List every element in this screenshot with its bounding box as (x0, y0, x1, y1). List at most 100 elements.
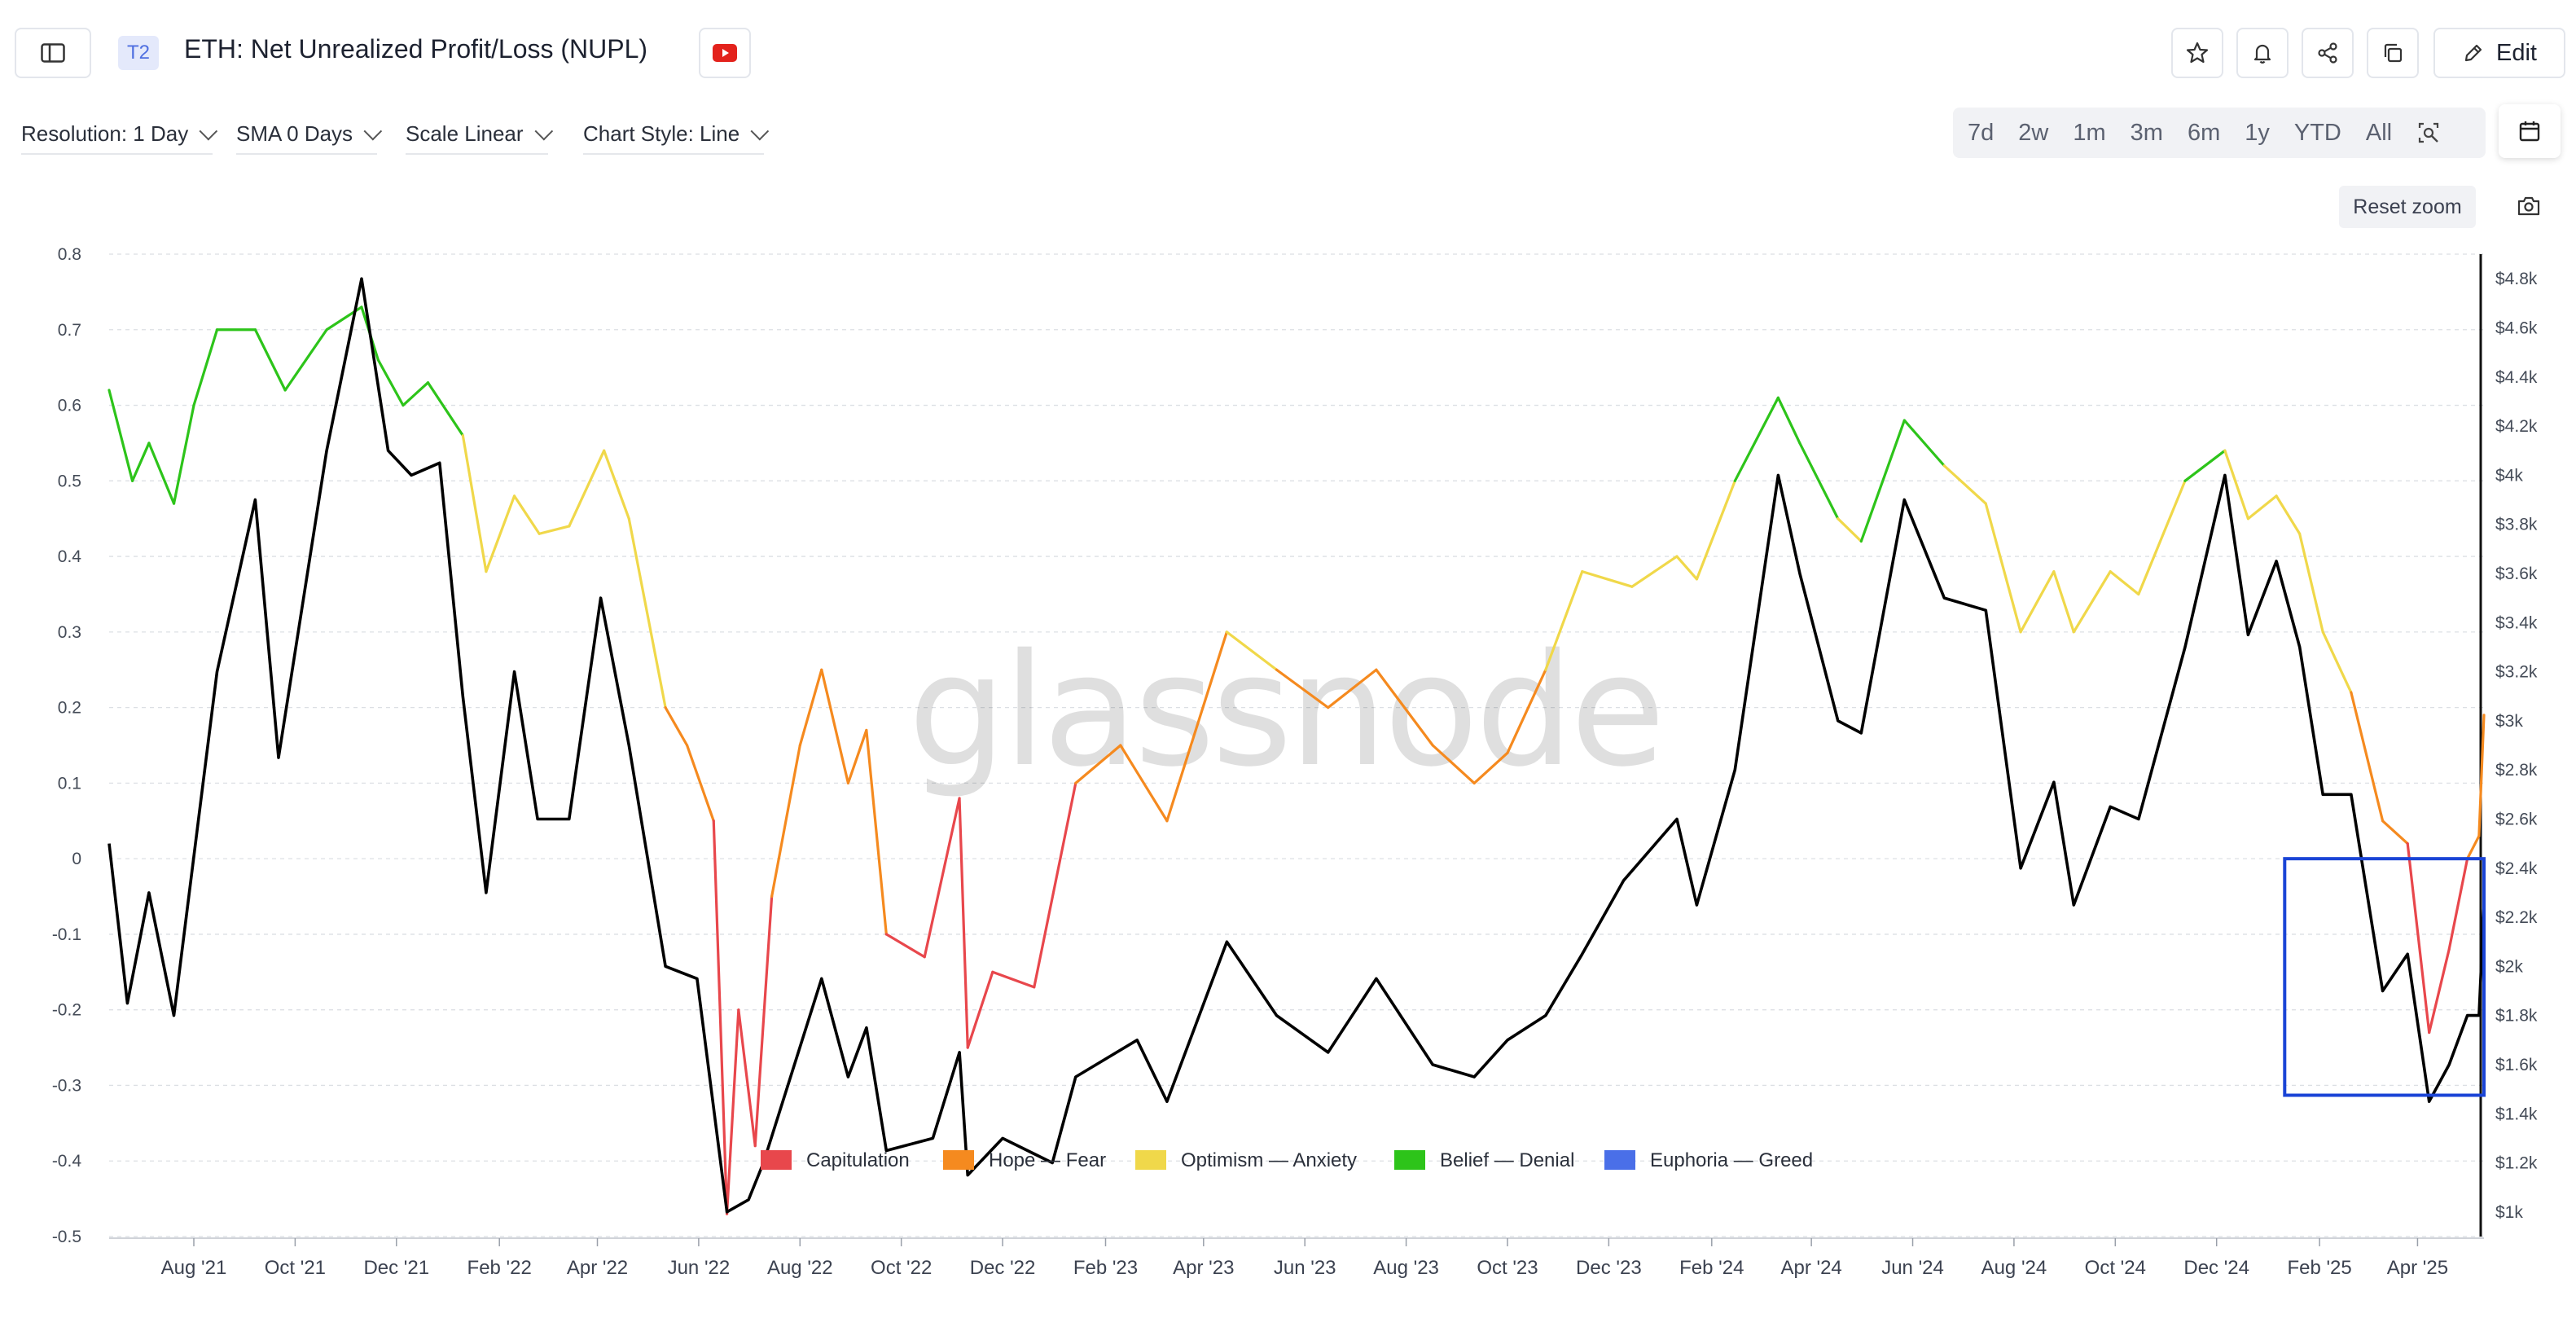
camera-icon[interactable] (2517, 196, 2541, 217)
left-tick-label: 0.8 (58, 245, 81, 264)
nupl-segment (1581, 570, 1634, 588)
right-axis: $4.8k $4.6k $4.4k $4.2k $4k $3.8k $3.6k $3.4k $3… (2479, 254, 2538, 1237)
range-all[interactable]: All (2365, 119, 2393, 146)
range-1m[interactable]: 1m (2073, 119, 2106, 146)
watermark: glassnode (908, 621, 1662, 801)
right-tick-label: $2.8k (2495, 761, 2538, 780)
right-tick-label: $2.6k (2495, 810, 2538, 828)
nupl-segment (1119, 744, 1169, 823)
right-tick-label: $2.2k (2495, 908, 2538, 927)
nupl-segment (512, 494, 541, 535)
nupl-segment (2381, 819, 2409, 846)
left-tick-label: 0.1 (58, 774, 81, 793)
nupl-segment (2223, 449, 2250, 521)
range-2w[interactable]: 2w (2018, 119, 2049, 146)
bell-icon (2250, 41, 2275, 65)
x-tick-label: Feb '24 (1679, 1257, 1744, 1279)
range-3m[interactable]: 3m (2130, 119, 2163, 146)
x-tick-label: Apr '25 (2387, 1257, 2448, 1279)
edit-button[interactable]: Edit (2433, 28, 2565, 78)
right-tick-label: $3.6k (2495, 565, 2538, 583)
nupl-segment (737, 1008, 757, 1148)
x-tick-label: Jun '22 (668, 1257, 731, 1279)
chevron-down-icon (199, 121, 218, 141)
reset-zoom-button[interactable]: Reset zoom (2339, 186, 2476, 228)
annotations (2283, 857, 2486, 1097)
nupl-segment (2477, 714, 2486, 837)
scale-dropdown[interactable]: Scale Linear (406, 117, 553, 155)
nupl-segment (1675, 555, 1699, 581)
legend-swatch (761, 1150, 792, 1170)
nupl-segment (1837, 517, 1863, 543)
x-tick-label: Apr '24 (1780, 1257, 1841, 1279)
favorite-button[interactable] (2171, 28, 2223, 78)
nupl-segment (686, 744, 715, 823)
nupl-segment (725, 1008, 740, 1215)
nupl-segment (1859, 419, 1906, 543)
nupl-segment (2428, 947, 2451, 1035)
legend-swatch (1135, 1150, 1166, 1170)
right-tick-label: $2k (2495, 957, 2523, 976)
nupl-segment (568, 449, 606, 528)
x-axis: Aug '21 Oct '21 Dec '21 Feb '22 Apr '22 Jun '… (109, 1237, 2484, 1279)
nupl-segment (1375, 668, 1434, 747)
nupl-chart[interactable]: glassnode 0.8 0.7 0.6 0.5 0.4 0.3 0.2 0.1 0 -0.1 -… (0, 228, 2576, 1318)
sidebar-toggle-button[interactable] (15, 28, 91, 78)
range-1y[interactable]: 1y (2245, 119, 2270, 146)
nupl-segment (2275, 494, 2302, 535)
nupl-segment (402, 381, 430, 407)
right-tick-label: $4.2k (2495, 417, 2538, 436)
right-tick-label: $1.2k (2495, 1154, 2538, 1173)
right-tick-label: $1k (2495, 1203, 2523, 1222)
grid-lines (109, 253, 2484, 1237)
legend-label: Belief — Denial (1440, 1149, 1574, 1171)
youtube-button[interactable] (699, 28, 751, 78)
range-ytd[interactable]: YTD (2293, 119, 2341, 146)
left-tick-label: 0.3 (58, 623, 81, 642)
date-picker-button[interactable] (2499, 104, 2561, 158)
chevron-down-icon (534, 121, 553, 141)
x-tick-label: Oct '24 (2085, 1257, 2146, 1279)
nupl-segment (2466, 834, 2481, 860)
zoom-select-icon[interactable] (2416, 121, 2441, 145)
nupl-segment (820, 668, 850, 784)
nupl-segment (1033, 781, 1077, 989)
price-line (108, 277, 2486, 1214)
share-button[interactable] (2302, 28, 2354, 78)
left-tick-label: -0.4 (52, 1152, 82, 1171)
sma-dropdown[interactable]: SMA 0 Days (236, 117, 383, 155)
alert-button[interactable] (2236, 28, 2289, 78)
nupl-segment (108, 389, 134, 482)
nupl-segment (2246, 494, 2278, 521)
nupl-segment (1472, 751, 1509, 784)
right-tick-label: $2.4k (2495, 859, 2538, 878)
star-icon (2185, 41, 2210, 65)
highlight-box (2283, 857, 2486, 1097)
nupl-segment (753, 894, 774, 1148)
nupl-segment (1074, 744, 1122, 784)
nupl-segment (2447, 857, 2469, 951)
nupl-segment (603, 449, 630, 521)
nupl-segment (664, 706, 689, 747)
nupl-segment (1431, 744, 1476, 784)
chart-style-dropdown[interactable]: Chart Style: Line (583, 117, 770, 155)
nupl-segment (770, 744, 801, 898)
x-tick-label: Dec '23 (1576, 1257, 1642, 1279)
left-tick-label: 0.4 (58, 547, 82, 566)
nupl-segment (1275, 668, 1330, 710)
x-tick-label: Aug '22 (767, 1257, 833, 1279)
nupl-segment (2298, 532, 2324, 634)
duplicate-button[interactable] (2367, 28, 2419, 78)
chevron-down-icon (750, 121, 770, 141)
nupl-segment (1695, 479, 1736, 581)
x-tick-label: Oct '21 (265, 1257, 326, 1279)
nupl-segment (2406, 841, 2431, 1035)
nupl-segment (1776, 396, 1801, 445)
right-tick-label: $4k (2495, 466, 2523, 485)
left-tick-label: 0.7 (58, 321, 81, 340)
range-6m[interactable]: 6m (2187, 119, 2221, 146)
x-tick-label: Dec '22 (970, 1257, 1036, 1279)
range-7d[interactable]: 7d (1968, 119, 1995, 146)
nupl-segment (1984, 502, 2022, 634)
resolution-dropdown[interactable]: Resolution: 1 Day (21, 117, 218, 155)
